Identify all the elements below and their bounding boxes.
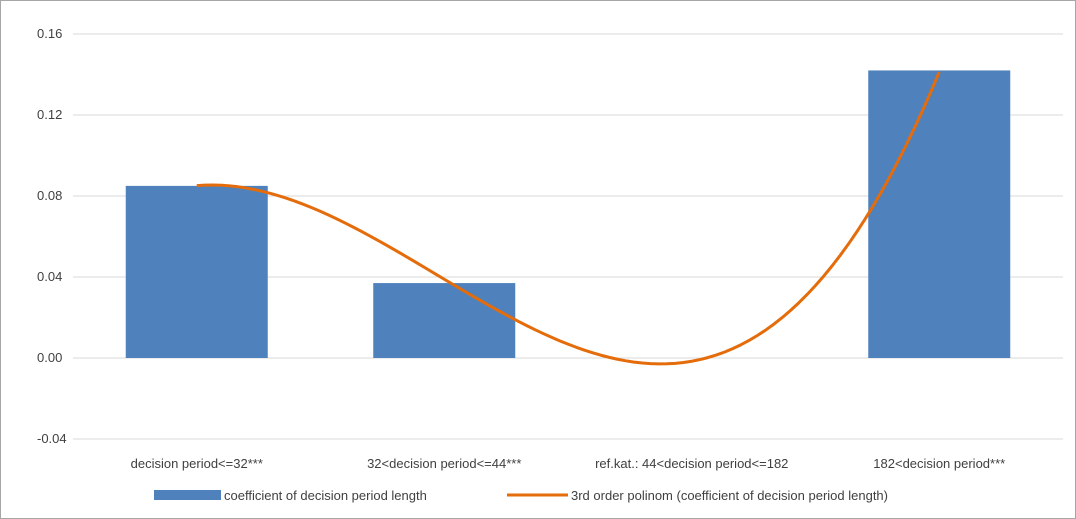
y-tick-label: 0.16: [37, 26, 62, 41]
y-tick-label: -0.04: [37, 431, 67, 446]
x-axis: decision period<=32*** 32<decision period…: [131, 456, 1006, 471]
bar: [125, 185, 268, 358]
bar: [373, 283, 516, 358]
trend-line: [196, 71, 941, 366]
x-tick-label: decision period<=32***: [131, 456, 263, 471]
legend: coefficient of decision period length 3r…: [154, 488, 888, 503]
x-tick-label: 32<decision period<=44***: [367, 456, 521, 471]
bar-series: [125, 70, 1011, 358]
y-tick-label: 0.08: [37, 188, 62, 203]
legend-label-line: 3rd order polinom (coefficient of decisi…: [571, 488, 888, 503]
y-axis: -0.04 0.00 0.04 0.08 0.12 0.16: [37, 26, 67, 446]
x-tick-label: 182<decision period***: [873, 456, 1005, 471]
bar: [868, 70, 1011, 358]
legend-label-bar: coefficient of decision period length: [224, 488, 427, 503]
legend-swatch-bar: [154, 490, 221, 500]
x-tick-label: ref.kat.: 44<decision period<=182: [595, 456, 788, 471]
y-tick-label: 0.00: [37, 350, 62, 365]
y-tick-label: 0.12: [37, 107, 62, 122]
y-tick-label: 0.04: [37, 269, 62, 284]
trend-curve: [196, 71, 941, 366]
